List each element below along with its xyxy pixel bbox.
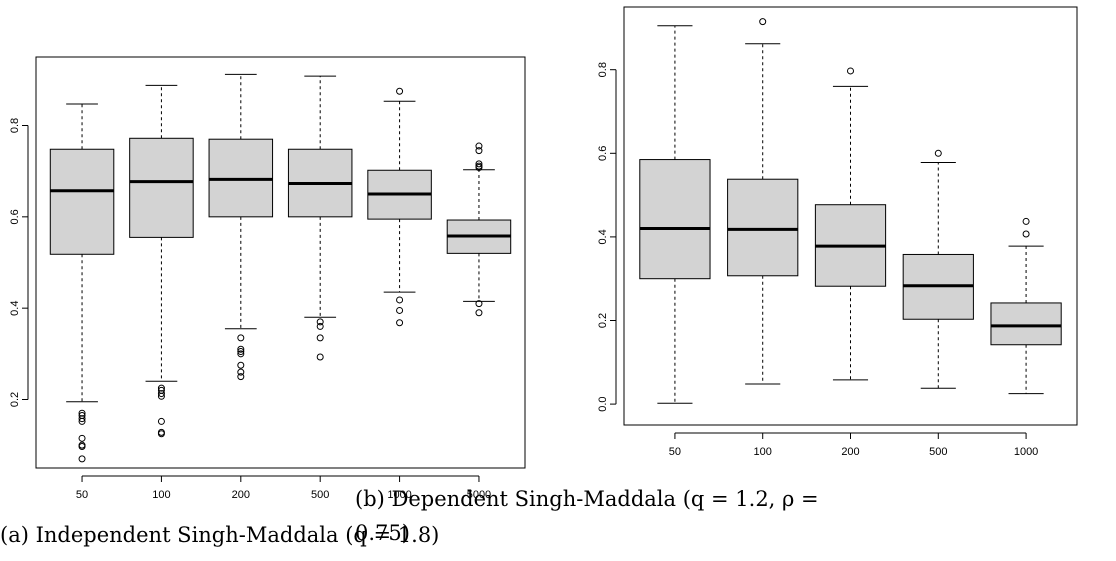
box-200 bbox=[208, 73, 274, 381]
y-tick-label: 0.8 bbox=[597, 62, 609, 77]
outlier-point bbox=[1022, 230, 1030, 238]
iqr-box bbox=[129, 137, 194, 238]
outlier-point bbox=[316, 322, 324, 330]
x-tick-label: 100 bbox=[152, 489, 170, 501]
outlier-point bbox=[237, 334, 245, 342]
iqr-box bbox=[990, 302, 1062, 346]
y-tick-label: 0.2 bbox=[9, 392, 21, 407]
outlier-point bbox=[1022, 217, 1030, 225]
outlier-point bbox=[316, 353, 324, 361]
outlier-point bbox=[157, 392, 165, 400]
outlier-point bbox=[475, 142, 483, 150]
box-100 bbox=[129, 84, 194, 438]
y-tick-label: 0.0 bbox=[597, 396, 609, 411]
outlier-point bbox=[78, 409, 86, 417]
outlier-point bbox=[237, 361, 245, 369]
outlier-point bbox=[475, 300, 483, 308]
x-tick-label: 50 bbox=[669, 446, 681, 458]
outlier-point bbox=[237, 350, 245, 358]
caption-b-line1: (b) Dependent Singh-Maddala (q = 1.2, ρ … bbox=[355, 487, 819, 511]
outlier-point bbox=[78, 455, 86, 463]
box-500 bbox=[902, 149, 974, 389]
outlier-point bbox=[475, 160, 483, 168]
plot-frame bbox=[35, 56, 526, 469]
box-50 bbox=[49, 103, 115, 463]
caption-b-line2: 0.75) bbox=[355, 521, 410, 545]
x-tick-label: 1000 bbox=[387, 489, 411, 501]
y-tick-label: 0.6 bbox=[597, 146, 609, 161]
outlier-point bbox=[157, 430, 165, 438]
outlier-point bbox=[237, 373, 245, 381]
box-1000 bbox=[367, 87, 432, 327]
outlier-point bbox=[157, 384, 165, 392]
box-200 bbox=[814, 67, 887, 381]
box-1000 bbox=[990, 217, 1062, 395]
x-tick-label: 500 bbox=[929, 446, 947, 458]
iqr-box bbox=[639, 159, 711, 280]
outlier-point bbox=[396, 87, 404, 95]
box-100 bbox=[727, 18, 799, 385]
x-tick-label: 200 bbox=[841, 446, 859, 458]
caption-a: (a) Independent Singh-Maddala (q = 1.8) bbox=[0, 523, 440, 547]
outlier-point bbox=[847, 67, 854, 75]
x-tick-label: 5000 bbox=[467, 489, 491, 501]
outlier-point bbox=[475, 147, 483, 155]
caption-b: (b) Dependent Singh-Maddala (q = 1.2, ρ … bbox=[355, 482, 819, 550]
outlier-point bbox=[237, 348, 245, 356]
y-tick-label: 0.4 bbox=[9, 301, 21, 316]
boxplot-chart-b: 0.0 0.2 0.4 0.6 0.8 50 100 200 500 1000 bbox=[597, 6, 1078, 458]
x-tick-label: 50 bbox=[76, 489, 88, 501]
outlier-point bbox=[316, 334, 324, 342]
boxplot-chart-a: 0.2 0.4 0.6 0.8 50 100 200 500 1000 5000 bbox=[9, 56, 526, 501]
x-tick-label: 500 bbox=[311, 489, 329, 501]
box-5000 bbox=[446, 142, 512, 317]
y-tick-label: 0.8 bbox=[9, 118, 21, 133]
outlier-point bbox=[475, 309, 483, 317]
outlier-point bbox=[78, 417, 86, 425]
x-tick-label: 200 bbox=[232, 489, 250, 501]
outlier-point bbox=[78, 415, 86, 423]
outlier-point bbox=[475, 164, 483, 172]
outlier-point bbox=[934, 149, 942, 157]
outlier-point bbox=[78, 434, 86, 442]
outlier-point bbox=[316, 318, 324, 326]
box-500 bbox=[287, 75, 353, 361]
outlier-point bbox=[78, 443, 86, 451]
y-tick-label: 0.2 bbox=[597, 313, 609, 328]
iqr-box bbox=[727, 178, 799, 277]
outlier-point bbox=[157, 390, 165, 398]
chart-panel-a: 0.2 0.4 0.6 0.8 50 100 200 500 1000 5000 (a) Inde… bbox=[0, 56, 526, 547]
outlier-point bbox=[396, 319, 404, 327]
x-tick-label: 1000 bbox=[1014, 446, 1038, 458]
plot-frame bbox=[623, 6, 1078, 426]
y-tick-label: 0.6 bbox=[9, 209, 21, 224]
outlier-point bbox=[396, 296, 404, 304]
outlier-point bbox=[237, 345, 245, 353]
iqr-box bbox=[49, 148, 115, 255]
outlier-point bbox=[237, 368, 245, 376]
box-50 bbox=[639, 25, 711, 404]
x-tick-label: 100 bbox=[754, 446, 772, 458]
outlier-point bbox=[157, 417, 165, 425]
outlier-point bbox=[759, 18, 767, 26]
chart-panel-b: 0.0 0.2 0.4 0.6 0.8 50 100 200 500 1000 bbox=[560, 0, 1116, 561]
outlier-point bbox=[396, 306, 404, 314]
y-tick-label: 0.4 bbox=[597, 229, 609, 244]
